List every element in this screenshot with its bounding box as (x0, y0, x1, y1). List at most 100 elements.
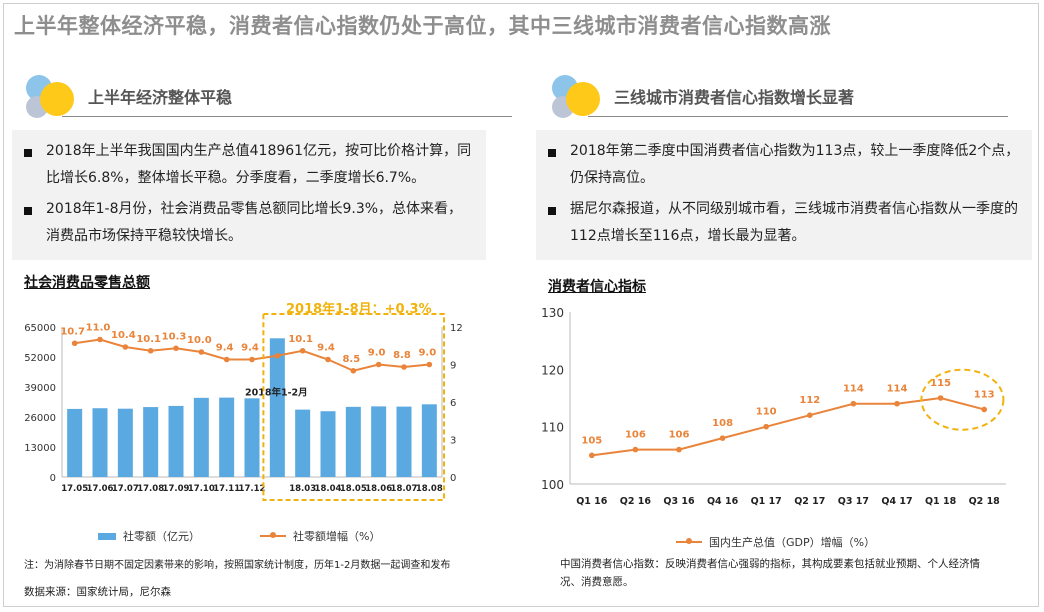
growth-data-label: 10.4 (111, 330, 136, 341)
consumer-confidence-chart: 100 110 120 130 Q1 16 Q2 16 Q3 16 Q4 16 Q1 17 Q2 … (541, 306, 1006, 507)
confidence-point (676, 446, 682, 453)
x-tick-label: 18.06 (365, 484, 392, 494)
x-tick-label: Q2 16 (620, 496, 652, 507)
x-tick-label: Q1 17 (751, 496, 782, 507)
legend-line-swatch (676, 538, 702, 544)
bar-17.09 (168, 405, 184, 477)
highlight-box (262, 313, 445, 501)
x-tick-label: Q2 18 (969, 496, 1001, 507)
x-tick-label: Q4 17 (881, 496, 912, 507)
page-frame (3, 3, 1039, 607)
confidence-data-label: 112 (799, 395, 820, 406)
y-tick-label: 13000 (24, 443, 56, 454)
y-tick-label: 52000 (24, 353, 56, 364)
decor-circles-icon (548, 72, 600, 124)
left-chart-title: 社会消费品零售总额 (24, 275, 150, 291)
y2-tick-label: 6 (450, 398, 456, 409)
bar-17.12 (244, 398, 260, 477)
x-tick-label: Q2 17 (794, 496, 825, 507)
confidence-point (894, 400, 900, 407)
left-note: 注：为消除春节日期不固定因素带来的影响，按照国家统计制度，历年1-2月数据一起调… (24, 560, 451, 571)
confidence-point (719, 435, 726, 441)
right-bullet-2: 据尼尔森报道，从不同级别城市看，三线城市消费者信心指数从一季度的112点增长至1… (548, 196, 1022, 250)
x-tick-label: Q4 16 (707, 496, 739, 507)
x-tick-label: 17.11 (213, 484, 240, 494)
growth-data-label: 10.1 (288, 334, 313, 345)
growth-data-label: 10.7 (60, 326, 85, 337)
legend-bar-swatch (98, 532, 116, 540)
highlight-ellipse (920, 368, 1005, 431)
left-bullets: 2018年上半年我国国内生产总值418961亿元，按可比价格计算，同比增长6.8… (12, 130, 486, 260)
y-tick-label: 120 (541, 363, 564, 377)
confidence-point (981, 406, 987, 413)
confidence-data-label: 114 (887, 384, 908, 395)
y2-tick-label: 0 (450, 473, 456, 484)
confidence-data-label: 114 (843, 384, 864, 395)
growth-data-label: 9.0 (368, 348, 386, 359)
y-tick-label: 0 (50, 473, 56, 484)
confidence-line (591, 396, 985, 457)
retail-sales-chart: 0130002600039000520006500003691217.0517.… (24, 313, 463, 501)
right-bullet-1: 2018年第二季度中国消费者信心指数为113点，较上一季度降低2个点，仍保持高位… (548, 138, 1022, 192)
right-section-header: 三线城市消费者信心指数增长显著 (548, 72, 1028, 122)
x-tick-label: 17.07 (112, 484, 139, 494)
growth-data-label: 10.1 (136, 334, 161, 345)
growth-data-label: 9.4 (241, 343, 259, 354)
confidence-data-label: 105 (581, 435, 602, 446)
confidence-point (589, 452, 595, 459)
bar-18.06 (371, 406, 387, 477)
left-section-header: 上半年经济整体平稳 (22, 72, 512, 122)
growth-point (249, 356, 255, 363)
left-section-title: 上半年经济整体平稳 (88, 88, 233, 107)
x-tick-label: 17.06 (87, 484, 114, 494)
confidence-data-label: 113 (974, 389, 995, 400)
confidence-data-label: 110 (756, 407, 777, 418)
page-title: 上半年整体经济平稳，消费者信心指数仍处于高位，其中三线城市消费者信心指数高涨 (14, 14, 831, 38)
growth-data-label: 8.8 (393, 350, 411, 361)
confidence-point (763, 423, 769, 430)
x-tick-label: 17.08 (137, 484, 164, 494)
growth-point (122, 344, 129, 350)
left-legend: 社零额（亿元） 社零额增幅（%） (98, 528, 380, 544)
x-tick-label: 18.07 (391, 484, 418, 494)
y-tick-label: 65000 (24, 323, 56, 334)
growth-point (223, 356, 230, 363)
bar-17.08 (143, 407, 159, 477)
x-tick-label: 17.10 (188, 484, 215, 494)
right-section-divider (588, 116, 1008, 117)
growth-point (274, 352, 281, 359)
legend-bar-label: 社零额（亿元） (123, 530, 200, 543)
growth-point (198, 349, 205, 355)
x-tick-label: 18.03 (289, 484, 316, 494)
x-tick-label: 17.09 (163, 484, 190, 494)
left-bullet-1: 2018年上半年我国国内生产总值418961亿元，按可比价格计算，同比增长6.8… (24, 138, 476, 192)
data-source: 数据来源：国家统计局，尼尔森 (24, 586, 171, 598)
x-tick-label: Q1 18 (925, 496, 957, 507)
confidence-point (937, 395, 944, 401)
legend-line-swatch (260, 532, 286, 538)
growth-data-label: 9.0 (418, 348, 436, 359)
growth-point (426, 361, 433, 368)
y-tick-label: 39000 (24, 383, 56, 394)
bar-annotation: 2018年1-2月 (245, 387, 308, 399)
decor-circles-icon (22, 72, 74, 124)
growth-data-label: 11.0 (86, 323, 111, 334)
growth-point (71, 340, 78, 347)
legend-gdp-label: 国内生产总值（GDP）增幅（%） (709, 536, 876, 549)
y-tick-label: 26000 (24, 413, 56, 424)
bar-18.07 (396, 406, 412, 477)
growth-point (97, 336, 103, 343)
x-tick-label: 17.05 (61, 484, 88, 494)
x-tick-label: 18.05 (340, 484, 367, 494)
x-tick-label: Q3 17 (838, 496, 869, 507)
growth-point (325, 356, 331, 363)
x-tick-label: Q1 16 (576, 496, 608, 507)
right-bullets: 2018年第二季度中国消费者信心指数为113点，较上一季度降低2个点，仍保持高位… (536, 130, 1032, 260)
left-section-divider (62, 116, 512, 117)
bar-17.05 (67, 408, 83, 477)
right-note: 中国消费者信心指数：反映消费者信心强弱的指标，其构成要素包括就业预期、个人经济情… (560, 558, 980, 588)
confidence-data-label: 106 (625, 430, 646, 441)
bar-18.08 (421, 404, 437, 477)
y2-tick-label: 12 (450, 323, 463, 334)
left-bullet-2: 2018年1-8月份，社会消费品零售总额同比增长9.3%，总体来看，消费品市场保… (24, 196, 476, 250)
